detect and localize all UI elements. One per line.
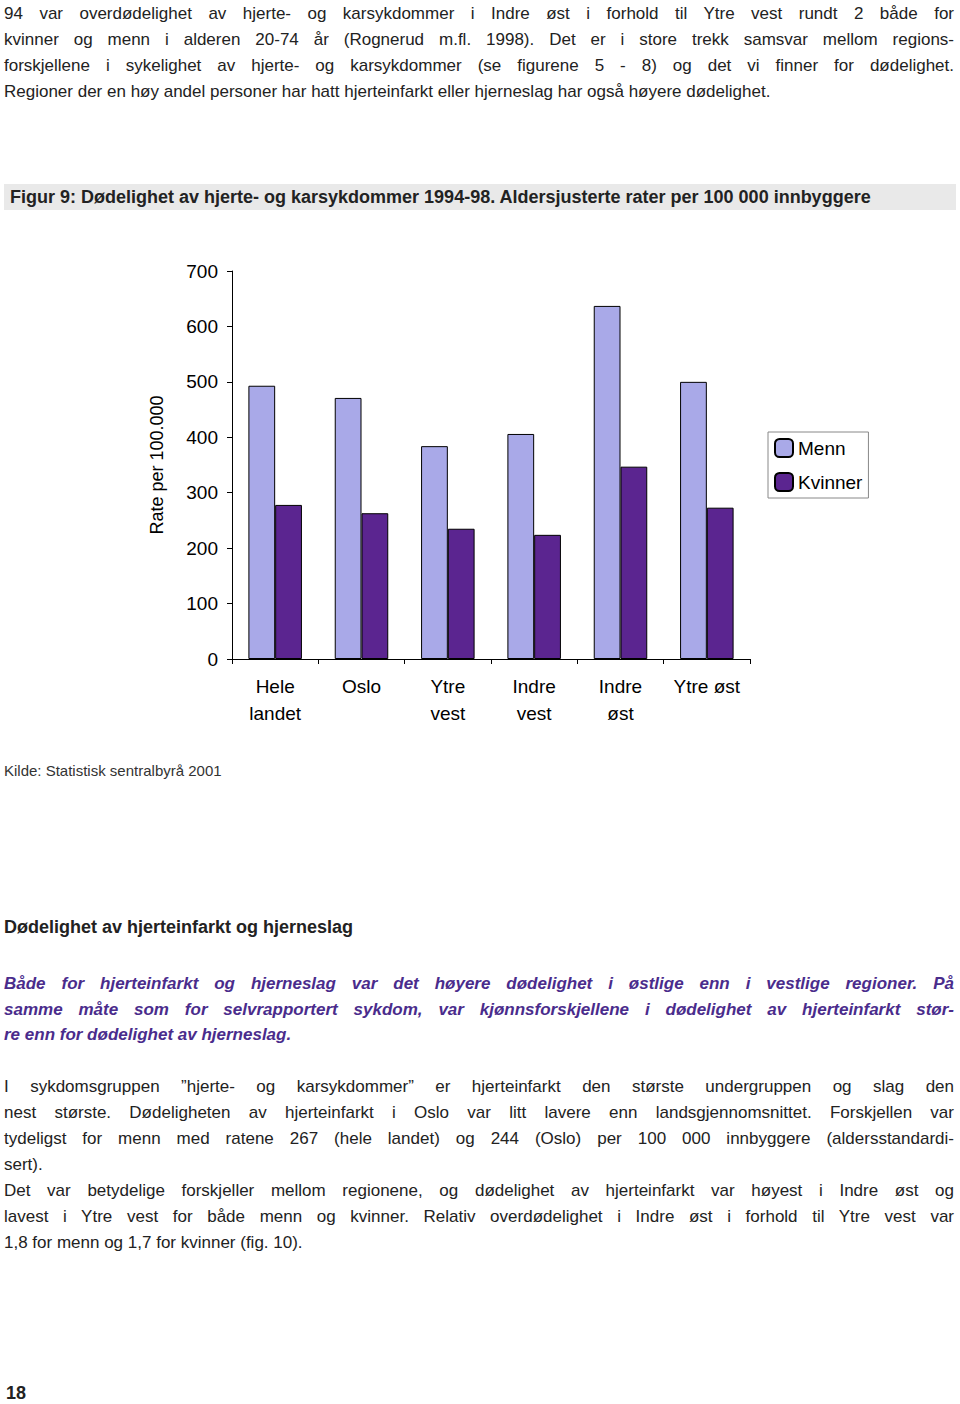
html-text:94 var overdødelighet av hjert: 94 var overdødelighet av hjerte- og kars… bbox=[4, 4, 954, 23]
html-text:Både for hjerteinfarkt og hjer: Både for hjerteinfarkt og hjerneslag var… bbox=[4, 974, 954, 993]
html-text:Kilde: Statistisk sentralbyrå: Kilde: Statistisk sentralbyrå 2001 bbox=[4, 762, 222, 779]
html-text:re enn for dødelighet av hjern: re enn for dødelighet av hjerneslag. bbox=[4, 1025, 292, 1044]
svg-text:Indre: Indre bbox=[599, 676, 642, 697]
svg-text:600: 600 bbox=[186, 316, 218, 337]
svg-text:100: 100 bbox=[186, 593, 218, 614]
svg-text:200: 200 bbox=[186, 538, 218, 559]
svg-text:700: 700 bbox=[186, 261, 218, 282]
html-text:Figur 9: Dødelighet av hjerte-: Figur 9: Dødelighet av hjerte- og karsyk… bbox=[10, 187, 871, 207]
html-text:lavest i Ytre vest for både me: lavest i Ytre vest for både menn og kvin… bbox=[4, 1207, 954, 1226]
svg-text:400: 400 bbox=[186, 427, 218, 448]
svg-text:øst: øst bbox=[607, 703, 634, 724]
svg-text:Rate per 100.000: Rate per 100.000 bbox=[147, 395, 167, 534]
svg-text:Ytre: Ytre bbox=[430, 676, 465, 697]
html-text:samme måte som for selvrapport: samme måte som for selvrapportert sykdom… bbox=[4, 999, 954, 1019]
svg-text:Ytre øst: Ytre øst bbox=[674, 676, 741, 697]
html-text:kvinner og menn i alderen 20-7: kvinner og menn i alderen 20-74 år (Rogn… bbox=[4, 30, 954, 49]
svg-text:vest: vest bbox=[517, 703, 553, 724]
svg-text:500: 500 bbox=[186, 371, 218, 392]
svg-text:Hele: Hele bbox=[256, 676, 295, 697]
html-text:tydeligst for menn med ratene: tydeligst for menn med ratene 267 (hele … bbox=[4, 1129, 954, 1148]
html-text:forskjellene i sykelighet av h: forskjellene i sykelighet av hjerte- og … bbox=[4, 56, 954, 75]
html-text:1,8 for menn og 1,7 for kvinne: 1,8 for menn og 1,7 for kvinner (fig. 10… bbox=[4, 1233, 303, 1252]
html-text:Det var betydelige forskjeller: Det var betydelige forskjeller mellom re… bbox=[4, 1181, 954, 1200]
html-text:nest største. Dødeligheten av: nest største. Dødeligheten av hjerteinfa… bbox=[4, 1103, 954, 1122]
html-text:Regioner der en høy andel pers: Regioner der en høy andel personer har h… bbox=[4, 82, 771, 101]
html-text:Dødelighet av hjerteinfarkt og: Dødelighet av hjerteinfarkt og hjernesla… bbox=[4, 917, 354, 937]
svg-text:Oslo: Oslo bbox=[342, 676, 381, 697]
html-text:18: 18 bbox=[6, 1383, 26, 1403]
svg-text:Menn: Menn bbox=[798, 438, 846, 459]
svg-text:landet: landet bbox=[249, 703, 301, 724]
svg-text:vest: vest bbox=[430, 703, 466, 724]
svg-text:Indre: Indre bbox=[513, 676, 556, 697]
svg-text:0: 0 bbox=[207, 649, 218, 670]
svg-text:300: 300 bbox=[186, 482, 218, 503]
html-text:I sykdomsgruppen ”hjerte- og k: I sykdomsgruppen ”hjerte- og karsykdomme… bbox=[4, 1077, 954, 1096]
svg-text:Kvinner: Kvinner bbox=[798, 472, 863, 493]
html-text:sert).: sert). bbox=[4, 1155, 43, 1174]
